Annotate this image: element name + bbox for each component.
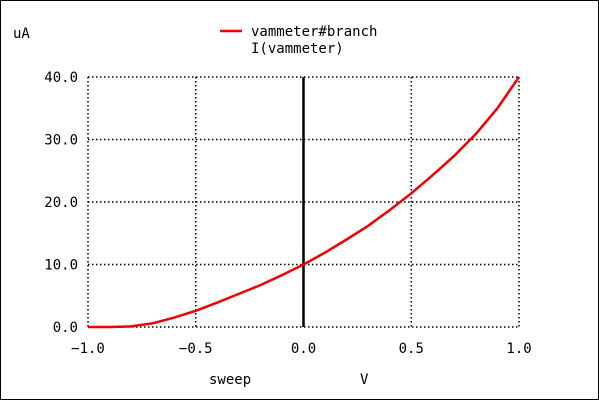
- x-tick-label: 0.5: [399, 341, 424, 357]
- legend-series-name: vammeter#branch: [251, 24, 377, 40]
- x-tick-label: 1.0: [506, 341, 531, 357]
- x-axis-label: sweep: [209, 372, 251, 388]
- x-tick-label: 0.0: [291, 341, 316, 357]
- series-line: [88, 76, 521, 329]
- series-layer: [88, 76, 521, 329]
- label-layer: −1.0 −0.5 0.0 0.5 1.0 0.0 10.0 20.0 30.0 40.0: [44, 70, 531, 357]
- legend-series-subtitle: I(vammeter): [251, 41, 344, 57]
- y-tick-label: 10.0: [44, 258, 78, 274]
- x-tick-label: −1.0: [71, 341, 105, 357]
- y-tick-label: 20.0: [44, 195, 78, 211]
- y-unit-label: uA: [13, 26, 30, 42]
- x-tick-label: −0.5: [179, 341, 213, 357]
- y-tick-label: 40.0: [44, 70, 78, 86]
- y-tick-label: 0.0: [53, 320, 78, 336]
- x-unit-label: V: [360, 372, 369, 388]
- y-tick-label: 30.0: [44, 133, 78, 149]
